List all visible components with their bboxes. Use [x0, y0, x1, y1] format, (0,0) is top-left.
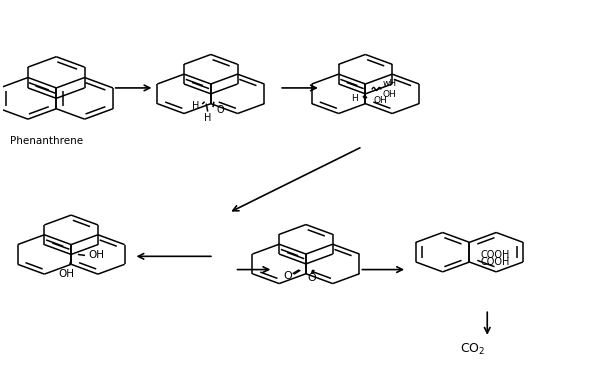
Text: OH: OH	[382, 90, 396, 99]
Text: OH: OH	[88, 250, 104, 260]
Text: O: O	[216, 104, 224, 114]
Text: OH: OH	[373, 96, 387, 104]
Text: H: H	[351, 94, 358, 103]
Text: OH: OH	[59, 269, 74, 279]
Text: CO$_2$: CO$_2$	[460, 341, 485, 357]
Text: COOH: COOH	[480, 250, 509, 260]
Text: wH: wH	[382, 79, 397, 88]
Text: H: H	[204, 113, 211, 123]
Text: COOH: COOH	[480, 257, 509, 266]
Text: O: O	[307, 273, 316, 283]
Text: O: O	[284, 271, 292, 281]
Text: H: H	[191, 101, 199, 111]
Text: Phenanthrene: Phenanthrene	[10, 136, 83, 146]
